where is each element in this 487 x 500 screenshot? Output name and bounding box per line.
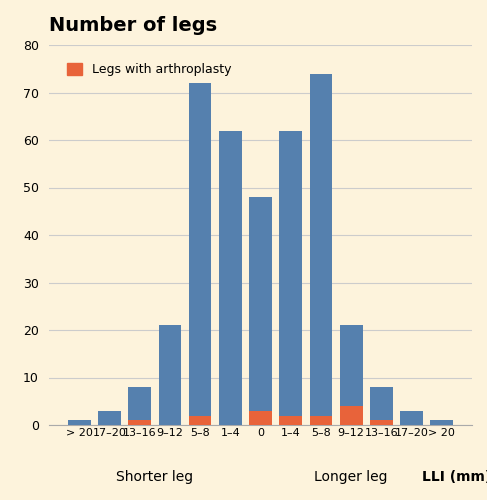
- Bar: [340, 406, 362, 425]
- Legend: Legs with arthroplasty: Legs with arthroplasty: [59, 55, 239, 84]
- Bar: [249, 411, 272, 425]
- Text: LLI (mm): LLI (mm): [422, 470, 487, 484]
- Bar: [219, 130, 242, 425]
- Bar: [249, 197, 272, 411]
- Bar: [310, 416, 332, 425]
- Bar: [340, 325, 362, 406]
- Bar: [129, 420, 151, 425]
- Text: Shorter leg: Shorter leg: [116, 470, 193, 484]
- Bar: [129, 387, 151, 420]
- Bar: [280, 416, 302, 425]
- Bar: [400, 411, 423, 425]
- Bar: [370, 387, 393, 420]
- Bar: [159, 325, 181, 425]
- Bar: [431, 420, 453, 425]
- Bar: [189, 74, 211, 415]
- Bar: [310, 74, 332, 415]
- Bar: [68, 420, 91, 425]
- Bar: [98, 411, 121, 425]
- Bar: [280, 130, 302, 416]
- Bar: [189, 416, 211, 425]
- Text: Number of legs: Number of legs: [49, 16, 217, 35]
- Text: Longer leg: Longer leg: [315, 470, 388, 484]
- Bar: [370, 420, 393, 425]
